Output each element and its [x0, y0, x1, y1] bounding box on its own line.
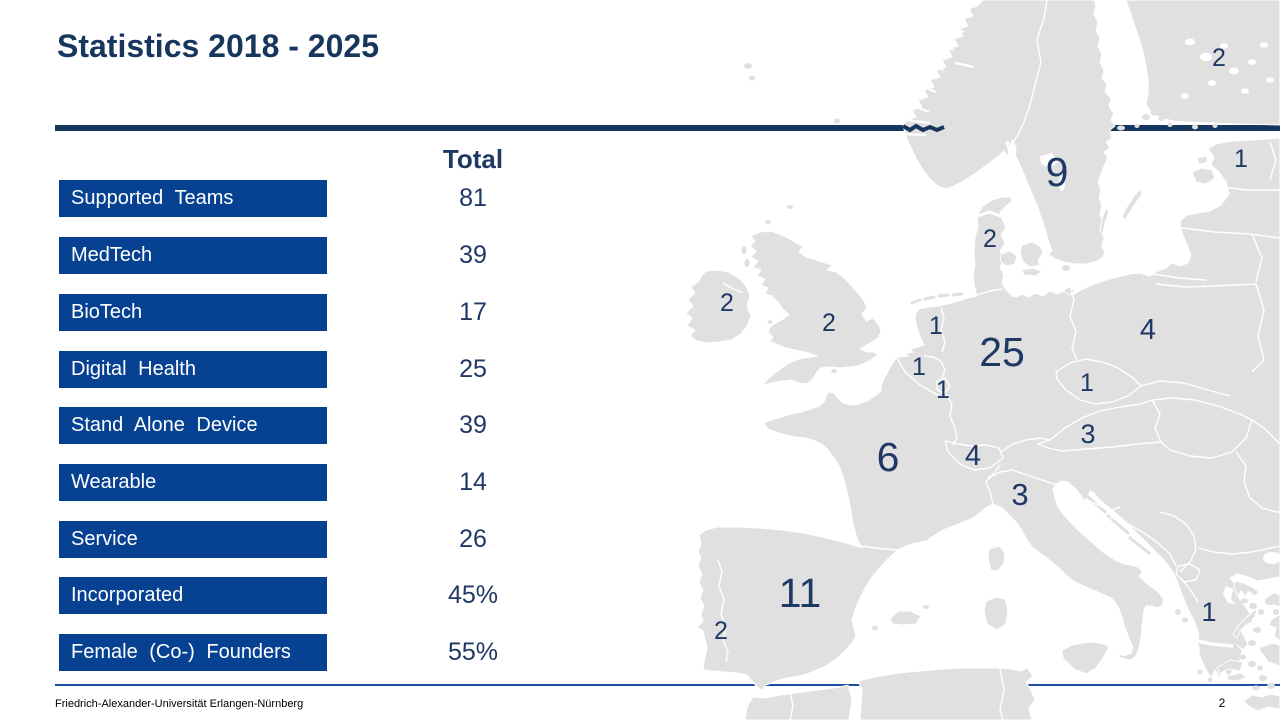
svg-text:1: 1	[1234, 145, 1248, 173]
svg-text:1: 1	[936, 376, 950, 404]
svg-text:1: 1	[1080, 369, 1094, 397]
svg-text:9: 9	[1046, 149, 1069, 195]
svg-text:1: 1	[912, 353, 926, 381]
svg-text:2: 2	[714, 617, 728, 645]
svg-text:6: 6	[877, 434, 900, 480]
svg-text:4: 4	[1140, 314, 1156, 346]
svg-text:2: 2	[983, 225, 997, 253]
svg-text:4: 4	[965, 440, 981, 472]
svg-text:3: 3	[1011, 477, 1028, 512]
svg-text:1: 1	[929, 312, 943, 340]
svg-text:25: 25	[979, 329, 1025, 375]
svg-text:2: 2	[1212, 44, 1226, 72]
svg-text:2: 2	[720, 289, 734, 317]
svg-text:3: 3	[1080, 419, 1095, 449]
svg-text:11: 11	[779, 570, 822, 616]
svg-text:2: 2	[822, 309, 836, 337]
svg-text:1: 1	[1201, 597, 1216, 627]
